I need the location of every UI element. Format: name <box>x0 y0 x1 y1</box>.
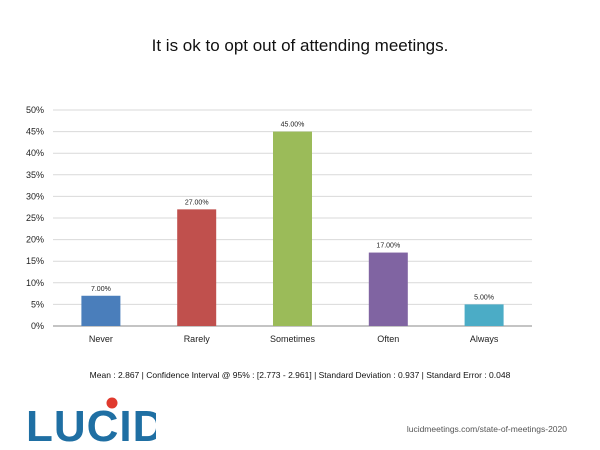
y-tick-label: 45% <box>26 127 44 137</box>
bar-chart: 0% 5% 10% 15% 20% 25% 30% 35% 40% 45% 50% 7.00% Neve… <box>26 105 532 344</box>
bar-often <box>368 252 408 326</box>
data-label: 5.00% <box>474 294 494 301</box>
x-category-label: Rarely <box>184 334 211 344</box>
y-tick-label: 10% <box>26 278 44 288</box>
x-category-label: Always <box>470 334 499 344</box>
statistics-summary: Mean : 2.867 | Confidence Interval @ 95%… <box>89 370 511 380</box>
chart-title: It is ok to opt out of attending meeting… <box>151 36 449 55</box>
footer-url: lucidmeetings.com/state-of-meetings-2020 <box>406 424 567 434</box>
bar-sometimes <box>273 131 312 326</box>
y-tick-label: 20% <box>26 235 44 245</box>
x-category-label: Often <box>377 334 399 344</box>
bar-rarely <box>177 209 217 326</box>
y-tick-label: 15% <box>26 256 44 266</box>
y-tick-label: 0% <box>31 321 44 331</box>
x-category-label: Never <box>89 334 113 344</box>
logo-wordmark: LUCID <box>26 402 156 447</box>
bar-never <box>81 295 121 326</box>
y-tick-label: 30% <box>26 191 44 201</box>
bar-always <box>464 304 504 326</box>
y-tick-label: 50% <box>26 105 44 115</box>
data-label: 45.00% <box>281 122 305 129</box>
data-label: 7.00% <box>91 286 111 293</box>
y-tick-label: 40% <box>26 148 44 158</box>
y-tick-label: 35% <box>26 170 44 180</box>
x-category-label: Sometimes <box>270 334 316 344</box>
y-tick-label: 25% <box>26 213 44 223</box>
y-tick-label: 5% <box>31 299 44 309</box>
data-label: 17.00% <box>376 243 400 250</box>
lucid-logo: LUCID <box>26 397 156 447</box>
data-label: 27.00% <box>185 199 209 206</box>
logo-dot-icon <box>106 397 118 409</box>
